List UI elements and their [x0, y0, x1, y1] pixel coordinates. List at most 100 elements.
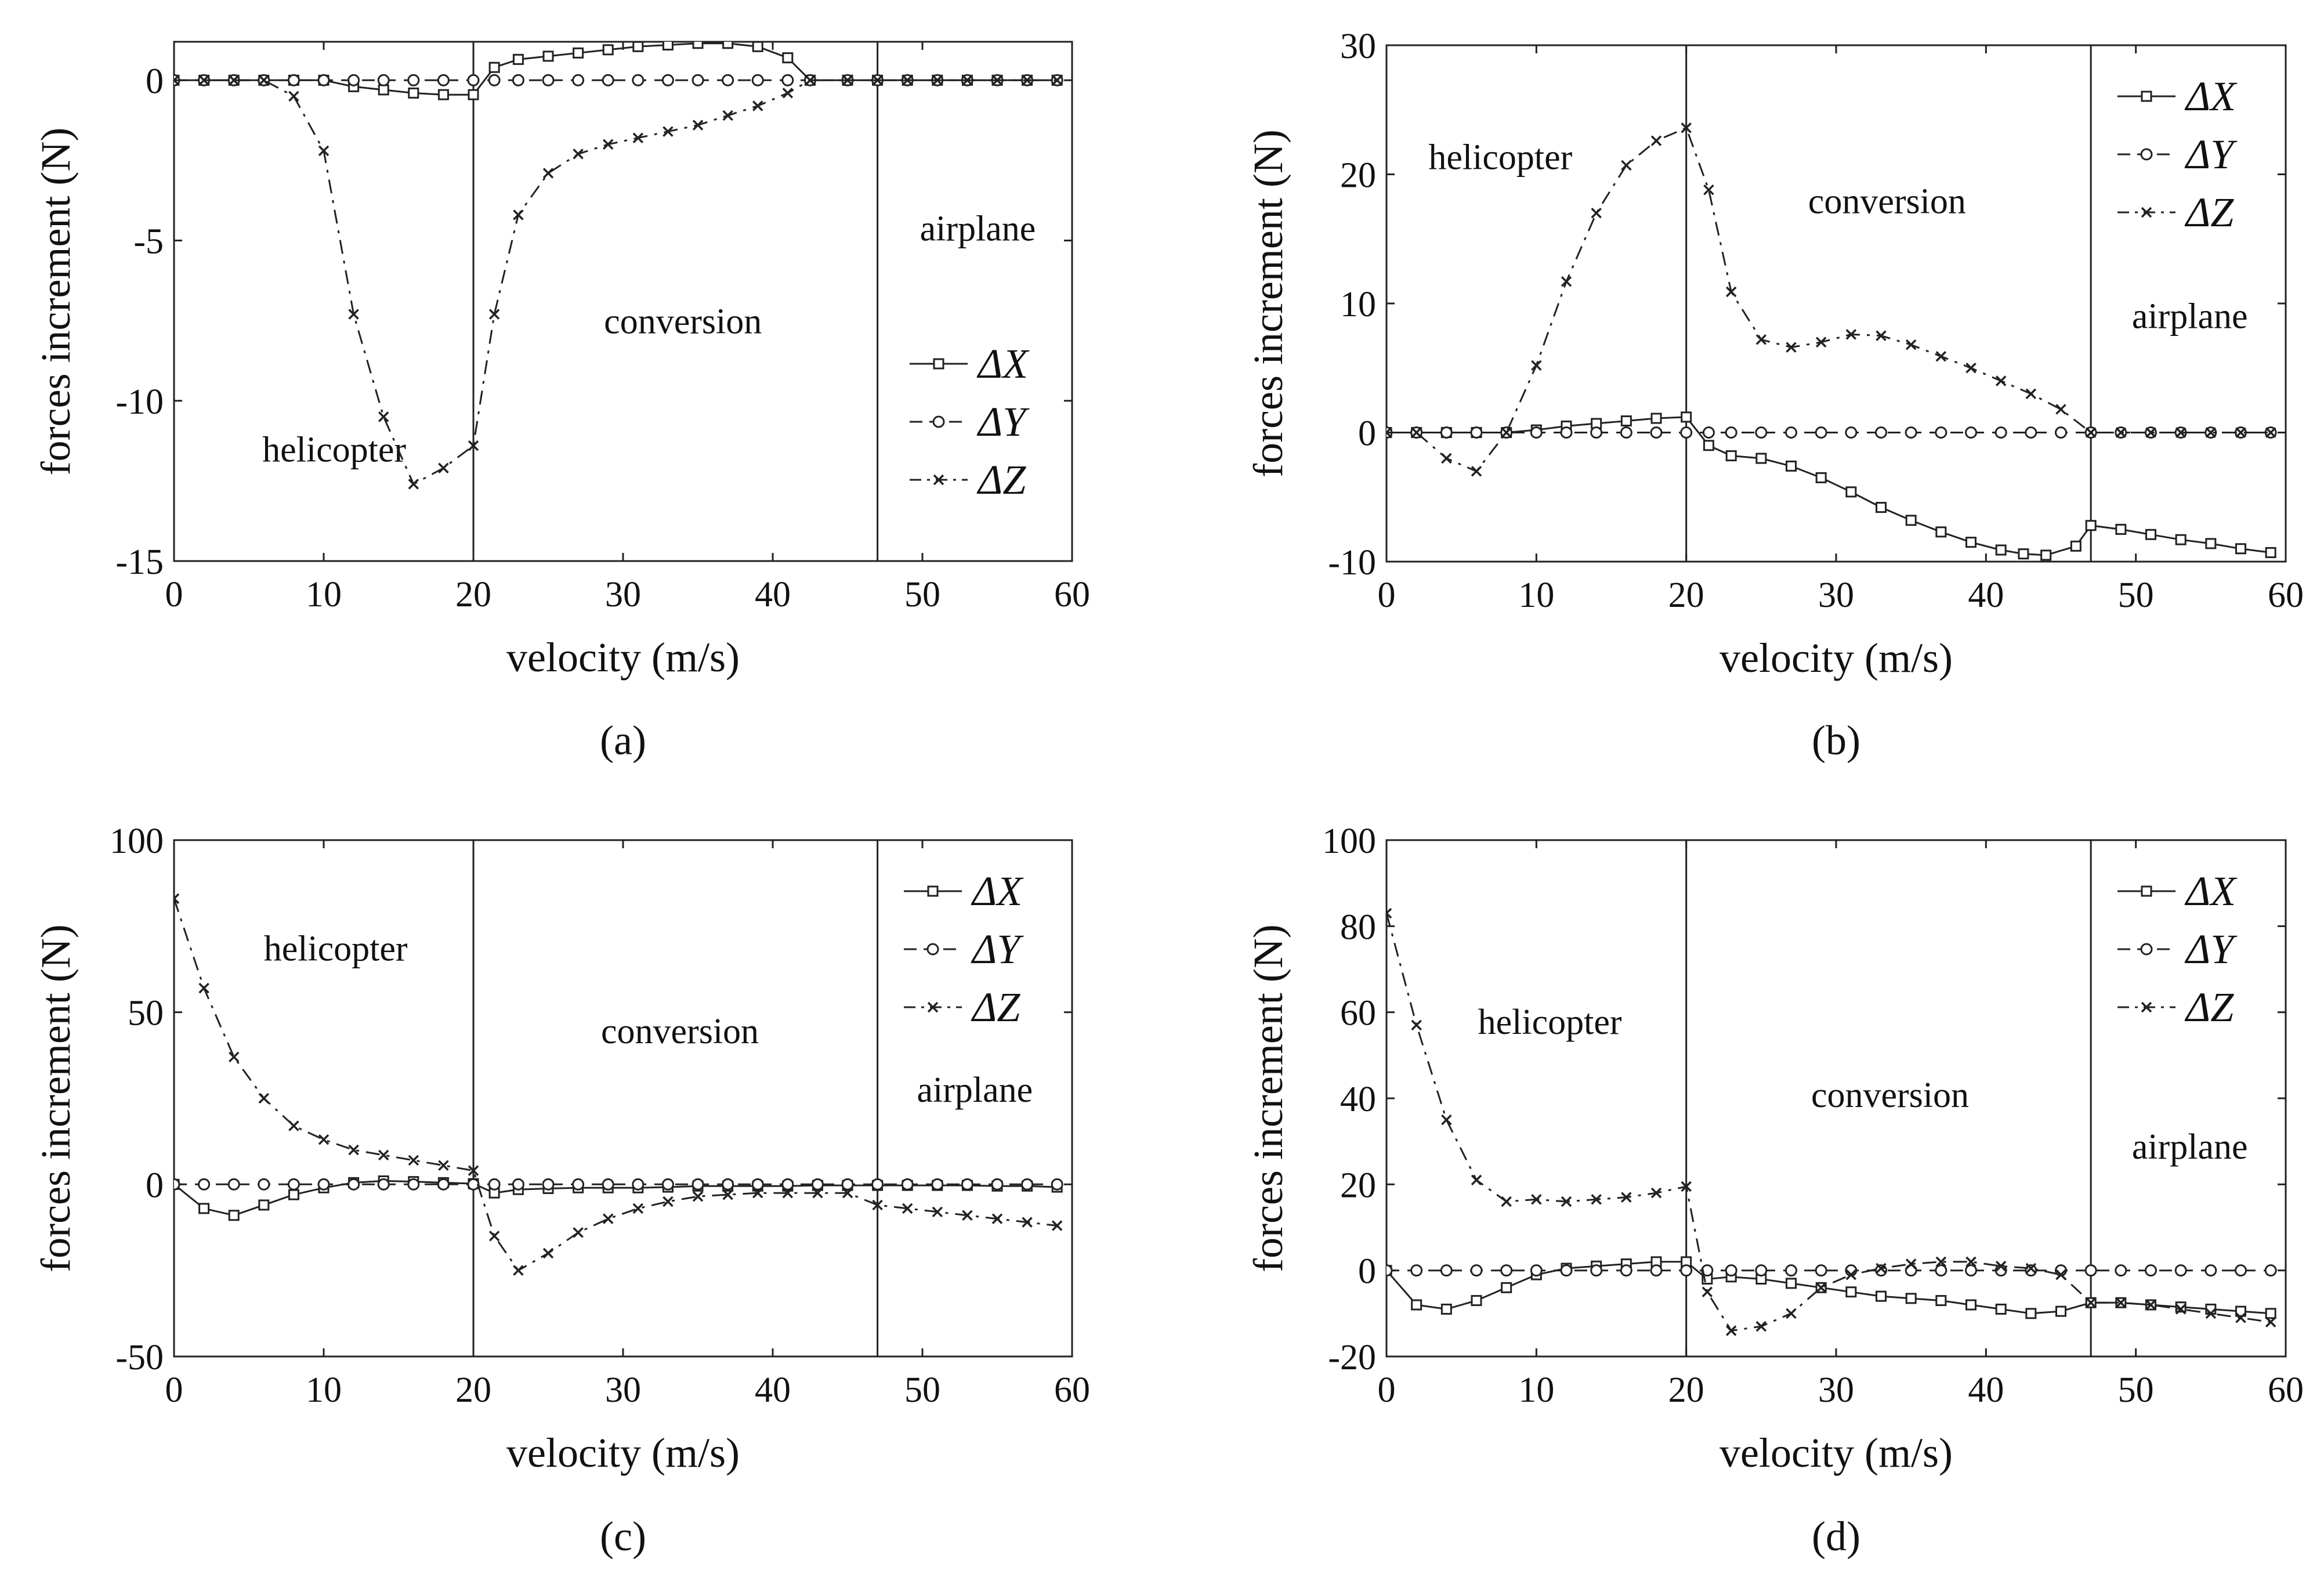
data-point-dx	[722, 42, 734, 49]
y-tick-label: 30	[1340, 27, 1376, 66]
data-point-dx	[437, 89, 449, 100]
legend-marker-dz	[2141, 207, 2152, 218]
data-point-dz	[1022, 1217, 1033, 1228]
data-point-dz	[991, 1213, 1003, 1224]
legend-label-dz: ΔZ	[976, 457, 1026, 503]
data-point-dy	[1410, 1264, 1423, 1277]
region-label-conversion: conversion	[1808, 182, 1966, 221]
data-point-dx	[1815, 472, 1827, 483]
y-tick-label: 100	[1322, 822, 1376, 861]
x-axis-label: velocity (m/s)	[506, 1430, 740, 1476]
data-point-dz	[2175, 427, 2187, 438]
data-point-dz	[842, 75, 853, 86]
y-tick-label: 10	[1340, 285, 1376, 324]
y-tick-label: 40	[1340, 1080, 1376, 1119]
data-point-dz	[2235, 427, 2246, 438]
data-point-dy	[661, 1178, 674, 1191]
data-point-dx	[1995, 1303, 2007, 1315]
x-tick-label: 10	[306, 575, 342, 614]
data-point-dz	[932, 1206, 943, 1218]
data-point-dz	[408, 1155, 419, 1166]
chart-panel-b: 0 10 20 30 40 50 60-100102030helicopterconvers…	[1245, 27, 2304, 764]
y-tick-label: 0	[146, 1166, 164, 1205]
data-point-dz	[2025, 1262, 2037, 1274]
data-point-dy	[227, 1178, 240, 1191]
data-point-dy	[512, 1178, 524, 1191]
data-point-dy	[661, 74, 674, 86]
data-point-dy	[572, 1178, 585, 1191]
data-point-dy	[692, 74, 704, 86]
data-point-dy	[198, 1178, 211, 1191]
y-tick-label: -20	[1328, 1338, 1376, 1377]
y-axis-label: forces increment (N)	[1245, 924, 1291, 1272]
data-point-dy	[2055, 426, 2067, 439]
data-point-dz	[1845, 1269, 1857, 1280]
data-point-dz	[782, 1187, 794, 1199]
legend-marker-dx	[927, 885, 939, 897]
data-point-dy	[751, 74, 764, 86]
legend-label-dy: ΔY	[2184, 131, 2238, 178]
x-tick-label: 40	[755, 575, 791, 614]
data-point-dy	[1725, 426, 1737, 439]
y-tick-label: 20	[1340, 1166, 1376, 1205]
data-point-dy	[2025, 426, 2037, 439]
x-tick-label: 60	[1054, 575, 1090, 614]
data-point-dy	[961, 1178, 973, 1191]
data-point-dz	[1650, 1187, 1662, 1199]
data-point-dy	[1560, 426, 1573, 439]
x-tick-label: 0	[165, 1370, 183, 1410]
data-point-dy	[1815, 1264, 1827, 1277]
data-point-dz	[468, 1165, 479, 1176]
data-point-dy	[258, 1178, 270, 1191]
data-point-dz	[1935, 1256, 1947, 1268]
data-point-dy	[991, 1178, 1004, 1191]
data-point-dy	[2115, 1264, 2127, 1277]
region-label-conversion: conversion	[604, 302, 762, 342]
data-point-dy	[317, 1178, 330, 1191]
data-point-dx	[1755, 453, 1767, 464]
data-point-dz	[1411, 427, 1422, 438]
region-label-airplane: airplane	[2132, 296, 2248, 336]
data-point-dz	[378, 411, 389, 422]
y-tick-label: 50	[128, 994, 164, 1033]
data-point-dy	[542, 1178, 555, 1191]
data-point-dy	[1785, 426, 1797, 439]
data-point-dz	[872, 1199, 883, 1211]
x-tick-label: 50	[904, 1370, 940, 1410]
x-axis-label: velocity (m/s)	[1720, 1430, 1953, 1476]
panel-label: (d)	[1812, 1513, 1860, 1560]
data-point-dz	[602, 139, 614, 150]
data-point-dx	[1845, 486, 1857, 498]
data-point-dz	[2205, 427, 2217, 438]
data-point-dy	[488, 1178, 501, 1191]
data-point-dx	[2070, 540, 2082, 552]
legend-marker-dy	[2140, 943, 2153, 956]
data-point-dy	[572, 74, 585, 86]
data-point-dz	[348, 1144, 359, 1156]
data-point-dy	[1815, 426, 1827, 439]
data-point-dy	[1530, 1264, 1543, 1277]
data-point-dx	[1995, 544, 2007, 556]
x-tick-label: 0	[1378, 576, 1396, 615]
region-label-helicopter: helicopter	[1428, 138, 1572, 178]
data-point-dz	[258, 1093, 270, 1104]
data-point-dy	[1935, 1264, 1947, 1277]
legend-label-dx: ΔX	[971, 868, 1024, 914]
region-label-airplane: airplane	[2132, 1127, 2248, 1167]
data-point-dx	[1681, 411, 1692, 423]
data-point-dz	[1725, 1325, 1737, 1336]
data-point-dz	[408, 479, 419, 490]
x-tick-label: 50	[904, 575, 940, 614]
data-point-dz	[2055, 404, 2066, 415]
data-point-dz	[2085, 427, 2097, 438]
legend-label-dy: ΔY	[2184, 926, 2238, 972]
data-point-dy	[377, 74, 390, 86]
data-point-dz	[1995, 375, 2007, 386]
data-point-dx	[692, 42, 704, 49]
data-point-dz	[258, 75, 270, 86]
data-point-dz	[752, 100, 763, 111]
x-tick-label: 10	[1518, 576, 1554, 615]
y-axis-label: forces increment (N)	[1245, 129, 1291, 477]
data-point-dx	[1411, 1299, 1422, 1311]
data-point-dy	[347, 74, 360, 86]
